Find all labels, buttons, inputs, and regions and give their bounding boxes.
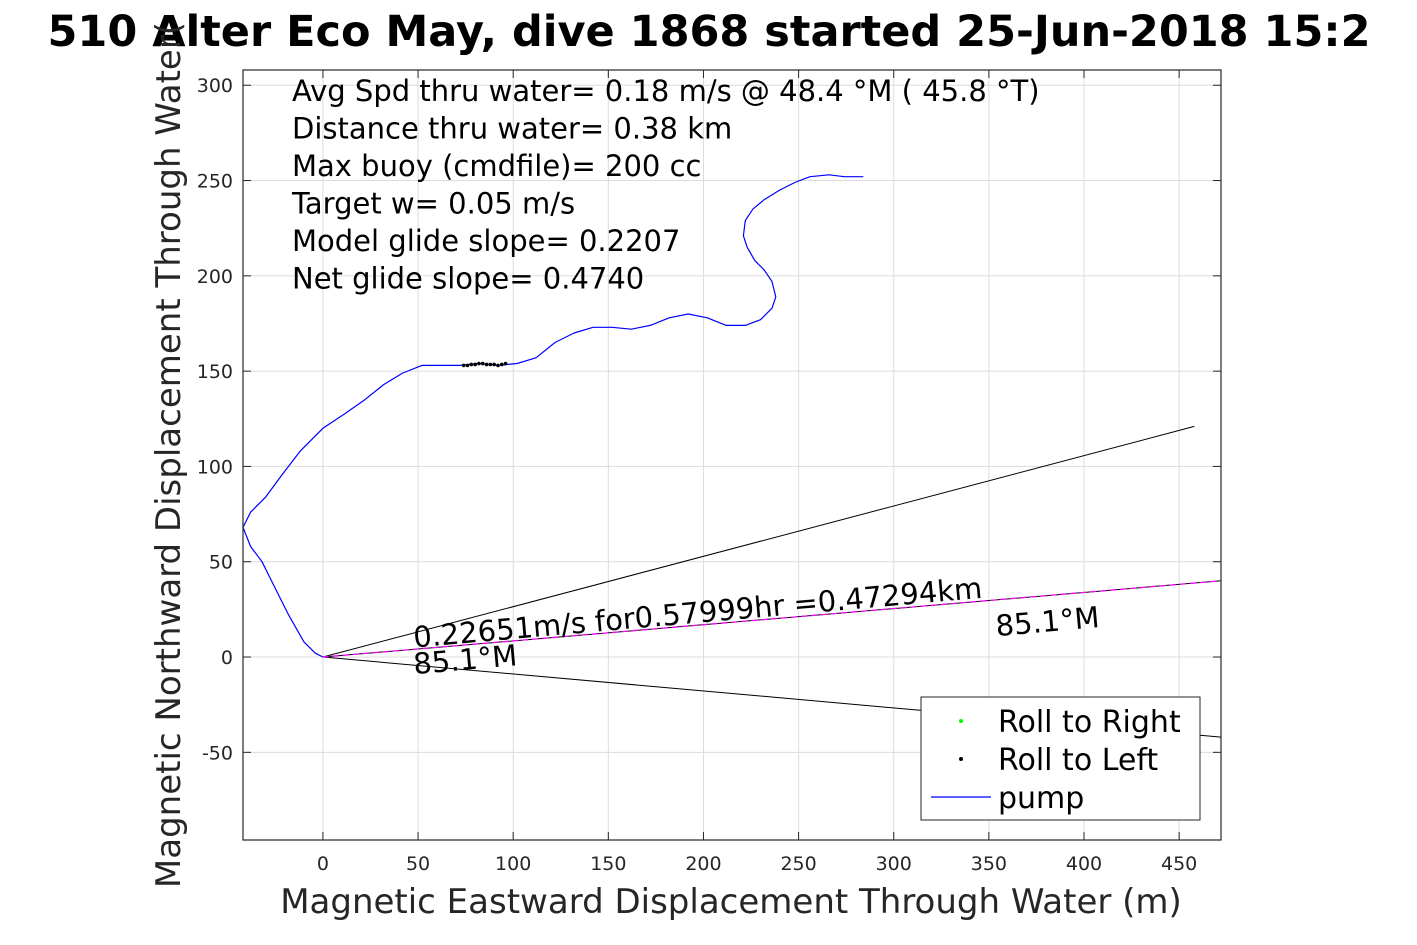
y-tick-label: 300	[197, 75, 233, 97]
stats-line: Net glide slope= 0.4740	[292, 262, 644, 296]
legend-marker	[959, 757, 963, 761]
reference-lines	[322, 425, 1221, 738]
x-tick-label: 0	[317, 853, 329, 875]
markers	[461, 361, 508, 368]
grid	[243, 70, 1221, 840]
y-tick-label: 0	[221, 647, 233, 669]
roll-marker-point	[503, 361, 508, 366]
y-tick-label: 250	[197, 171, 233, 193]
roll-marker-point	[496, 363, 500, 368]
stats-line: Model glide slope= 0.2207	[292, 224, 680, 258]
x-tick-label: 350	[971, 853, 1007, 875]
legend-label: Roll to Left	[998, 743, 1158, 778]
roll-marker-point	[477, 361, 481, 366]
legend-label: Roll to Right	[998, 705, 1181, 740]
roll-marker-point	[488, 362, 493, 367]
x-tick-label: 200	[685, 853, 721, 875]
x-tick-label: 300	[876, 853, 912, 875]
y-tick-label: 100	[197, 456, 233, 478]
plot-frame	[242, 69, 1222, 841]
reference-line	[322, 425, 1195, 658]
roll-marker-point	[461, 363, 466, 368]
x-axis-label: Magnetic Eastward Displacement Through W…	[280, 882, 1182, 922]
series-layer	[243, 174, 864, 658]
y-tick-label: 200	[197, 266, 233, 288]
x-tick-label: 100	[495, 853, 531, 875]
y-axis-label: Magnetic Northward Displacement Through …	[149, 22, 189, 888]
heading-line-dashed	[322, 580, 1221, 658]
stats-line: Max buoy (cmdfile)= 200 cc	[292, 149, 701, 183]
roll-marker-point	[484, 362, 489, 367]
y-tick-label: 50	[209, 552, 233, 574]
roll-marker-point	[499, 362, 504, 367]
axis-ticks: 0 50 100 150 200 250 300 350 400 450 -50 0 50 100 150 2…	[197, 70, 1221, 875]
x-tick-label: 450	[1161, 853, 1197, 875]
stats-line: Target w= 0.05 m/s	[291, 187, 575, 221]
series-line-pump	[243, 174, 864, 658]
legend-label: pump	[998, 781, 1084, 816]
stats-line: Avg Spd thru water= 0.18 m/s @ 48.4 °M (…	[292, 74, 1040, 108]
roll-marker-point	[480, 361, 485, 366]
x-tick-label: 50	[406, 853, 430, 875]
stats-block: Avg Spd thru water= 0.18 m/s @ 48.4 °M (…	[291, 74, 1040, 296]
roll-marker-point	[473, 362, 477, 367]
roll-marker-point	[469, 362, 474, 367]
x-tick-label: 400	[1066, 853, 1102, 875]
roll-marker-point	[492, 362, 496, 367]
x-tick-label: 250	[780, 853, 816, 875]
annotations: 0.22651m/s for0.57999hr =0.47294km85.1°M…	[412, 571, 1101, 681]
roll-marker-point	[465, 363, 470, 368]
legend-box	[920, 696, 1201, 821]
legend-marker	[959, 719, 963, 723]
chart-title: 510 Alter Eco May, dive 1868 started 25-…	[47, 7, 1370, 57]
stats-line: Distance thru water= 0.38 km	[292, 112, 732, 146]
x-tick-label: 150	[590, 853, 626, 875]
heading-annotation: 85.1°M	[994, 600, 1101, 643]
y-tick-label: 150	[197, 361, 233, 383]
y-tick-label: -50	[202, 742, 233, 764]
